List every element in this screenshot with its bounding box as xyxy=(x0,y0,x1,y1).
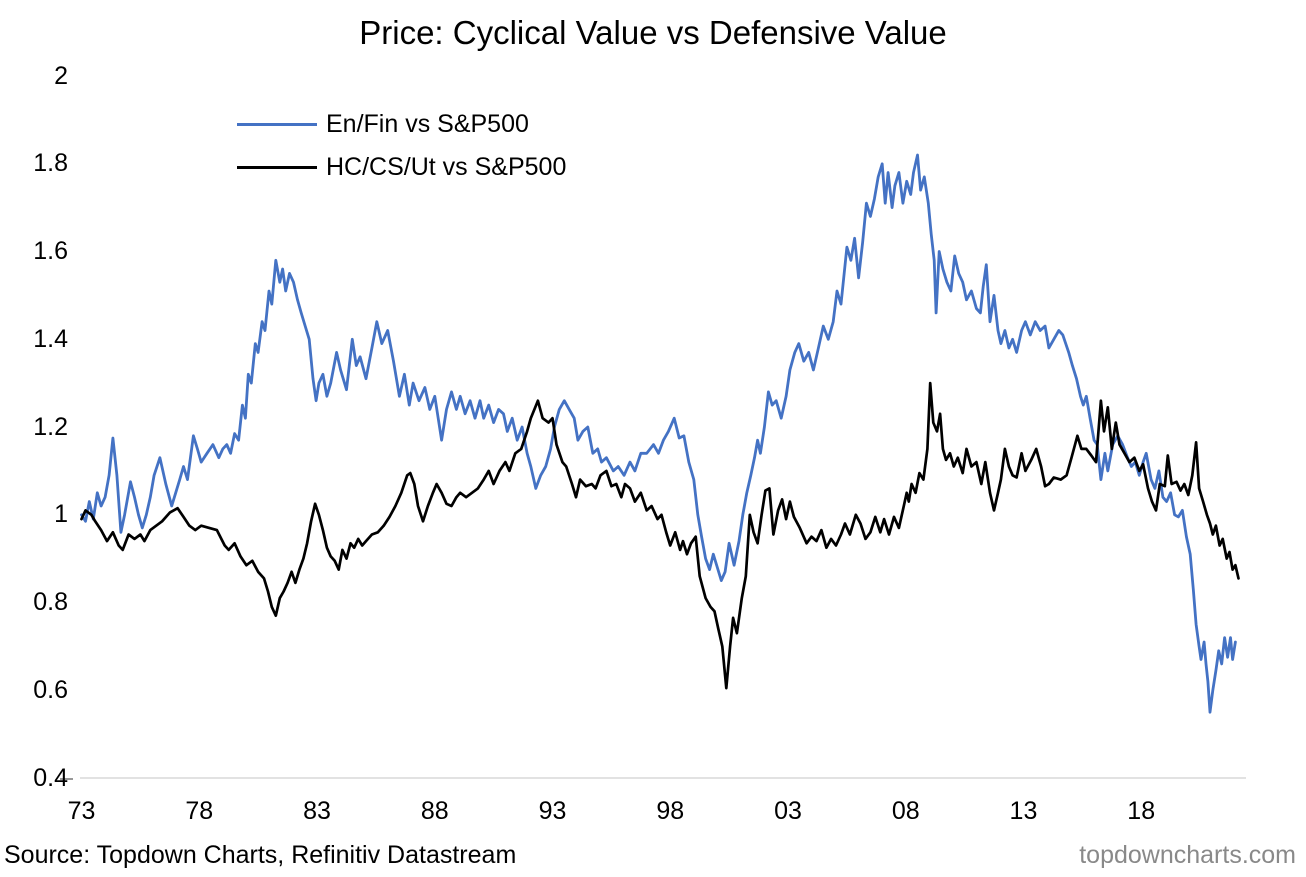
y-tick-label: 1.6 xyxy=(33,237,68,265)
hccsut-line-swatch xyxy=(237,166,317,169)
y-tick-label: 1.2 xyxy=(33,412,68,441)
y-tick-label: 0.8 xyxy=(33,588,68,616)
source-note: Source: Topdown Charts, Refinitiv Datast… xyxy=(4,841,517,869)
hccsut-legend-label: HC/CS/Ut vs S&P500 xyxy=(326,153,567,181)
y-tick-label: 1 xyxy=(54,500,68,529)
x-tick-label: 03 xyxy=(774,797,802,825)
x-tick-label: 13 xyxy=(1009,797,1038,825)
legend-item-hccsut: HC/CS/Ut vs S&P500 xyxy=(237,146,566,189)
enfin-line-swatch xyxy=(237,123,317,126)
x-tick-label: 08 xyxy=(891,797,920,825)
x-tick-label: 93 xyxy=(538,797,567,825)
chart-title: Price: Cyclical Value vs Defensive Value xyxy=(359,14,947,51)
y-tick-label: 0.4 xyxy=(33,763,68,792)
y-tick-label: 1.8 xyxy=(33,149,68,178)
watermark: topdowncharts.com xyxy=(1079,841,1296,869)
x-tick-label: 98 xyxy=(656,797,685,825)
x-tick-label: 83 xyxy=(303,797,331,825)
y-tick-label: 1.4 xyxy=(33,324,68,353)
legend: En/Fin vs S&P500 HC/CS/Ut vs S&P500 xyxy=(237,103,566,189)
x-tick-label: 88 xyxy=(420,797,449,825)
x-tick-label: 73 xyxy=(67,797,96,825)
enfin-legend-label: En/Fin vs S&P500 xyxy=(326,110,529,138)
x-tick-label: 18 xyxy=(1127,797,1156,825)
y-tick-label: 2 xyxy=(54,61,68,90)
series-line-enfin xyxy=(80,153,1237,714)
y-tick-label: 0.6 xyxy=(33,675,68,704)
x-tick-label: 78 xyxy=(185,797,214,825)
series-line-hccsut xyxy=(80,381,1240,690)
legend-item-enfin: En/Fin vs S&P500 xyxy=(237,103,566,146)
